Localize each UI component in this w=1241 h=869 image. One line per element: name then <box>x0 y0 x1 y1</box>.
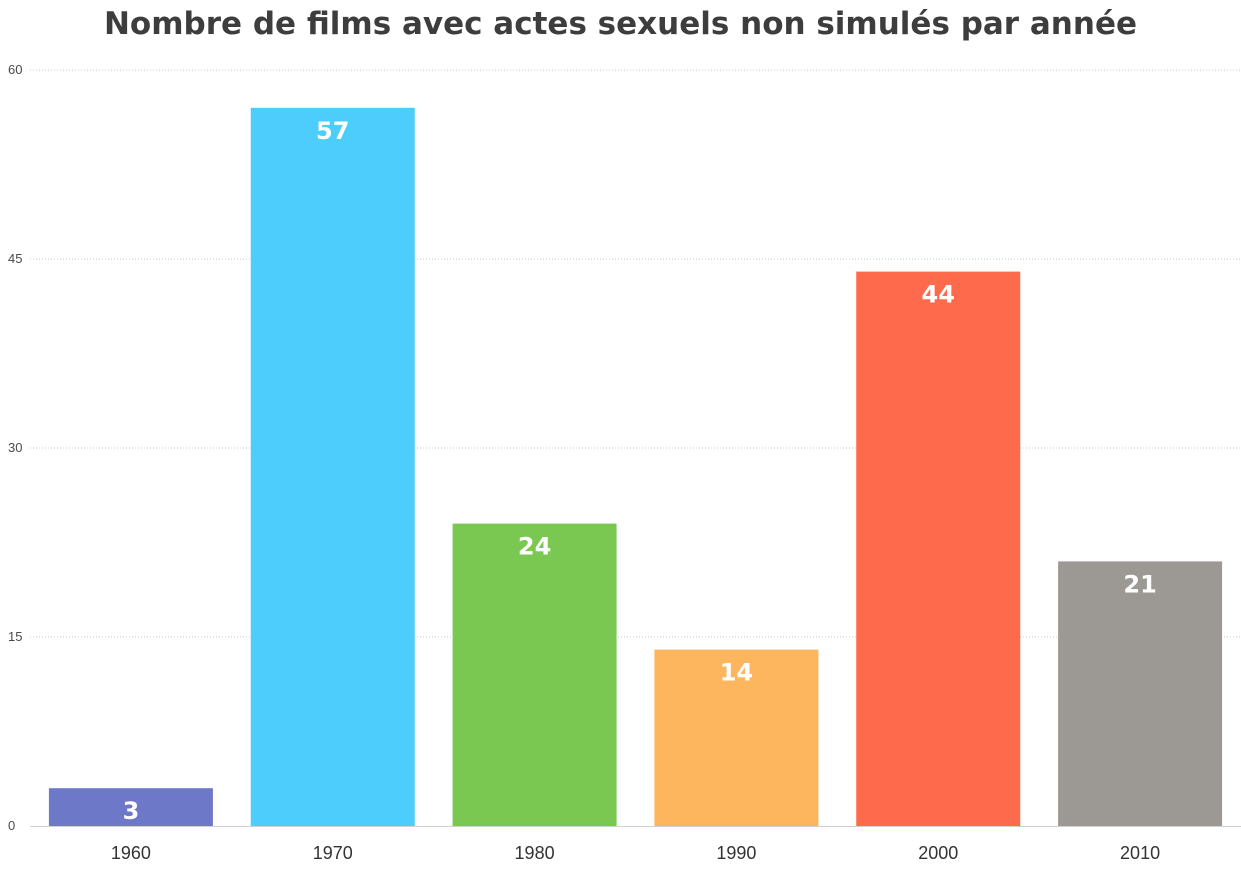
y-tick-label: 30 <box>8 440 22 455</box>
bars: 3 57 24 14 44 21 <box>48 107 1223 827</box>
y-tick-label: 0 <box>8 818 15 833</box>
data-label-2010: 21 <box>1123 570 1156 598</box>
x-tick-label-1990: 1990 <box>716 843 756 863</box>
bar-2000 <box>856 271 1021 827</box>
y-tick-label: 45 <box>8 251 22 266</box>
data-label-1960: 3 <box>123 797 140 825</box>
data-label-2000: 44 <box>922 281 955 309</box>
x-tick-label-1970: 1970 <box>313 843 353 863</box>
bar-1990 <box>654 649 819 826</box>
data-label-1970: 57 <box>316 117 349 145</box>
y-tick-label: 15 <box>8 629 22 644</box>
bar-1970 <box>250 107 415 827</box>
x-tick-label-1960: 1960 <box>111 843 151 863</box>
chart-title: Nombre de films avec actes sexuels non s… <box>103 6 1137 42</box>
bar-1980 <box>452 523 617 826</box>
data-label-1990: 14 <box>720 659 753 687</box>
y-tick-label: 60 <box>8 62 22 77</box>
x-axis: 1960 1970 1980 1990 2000 2010 <box>30 826 1241 863</box>
x-tick-label-1980: 1980 <box>515 843 555 863</box>
x-tick-label-2010: 2010 <box>1120 843 1160 863</box>
bar-2010 <box>1058 561 1223 826</box>
data-label-1980: 24 <box>518 533 551 561</box>
x-tick-label-2000: 2000 <box>918 843 958 863</box>
gridlines: 0 15 30 45 60 <box>8 62 1241 833</box>
bar-1960 <box>48 788 213 826</box>
